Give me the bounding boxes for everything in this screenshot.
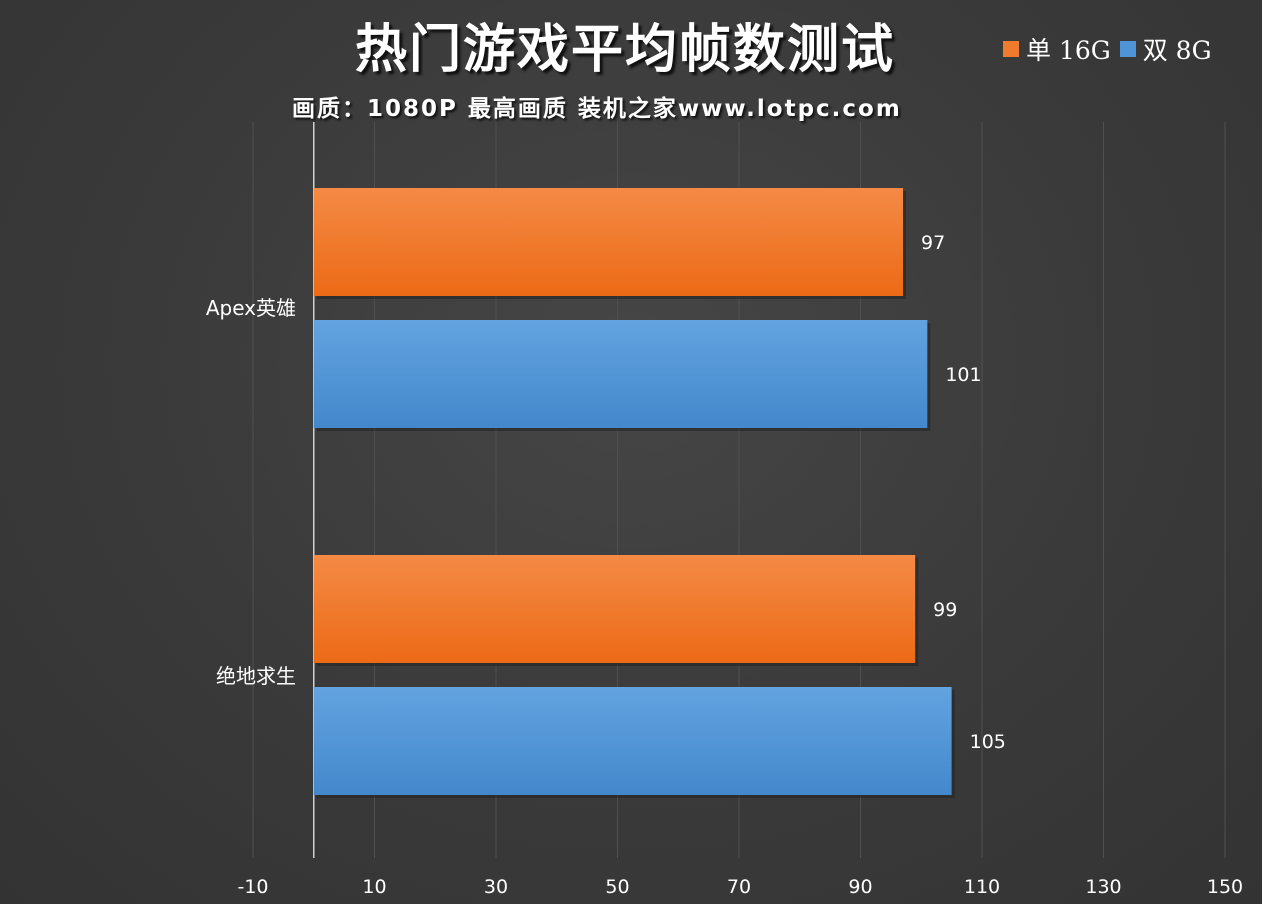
bar-apex-dual-8g [313,320,928,428]
labels: -10 10 30 50 70 90 110 130 150 97 101 Apex英雄 99 105 绝地… [206,232,1243,898]
x-tick-label: 110 [964,876,1000,898]
x-tick-label: 10 [362,876,386,898]
chart-title: 热门游戏平均帧数测试 [355,20,896,80]
legend-swatch-dual-8g [1119,41,1136,57]
bars [313,188,955,798]
category-label-apex: Apex英雄 [206,296,296,320]
x-tick-label: 130 [1085,876,1121,898]
legend-item-single-16g: 单 16G [1003,31,1111,67]
x-tick-label: 150 [1207,876,1243,898]
legend-label-single-16g: 单 16G [1026,36,1111,65]
x-tick-label: 50 [605,876,629,898]
x-tick-label: -10 [237,876,268,898]
x-tick-label: 90 [848,876,872,898]
bar-pubg-single-16g [313,555,916,663]
legend-label-dual-8g: 双 8G [1142,36,1212,65]
data-label-pubg-dual-8g: 105 [970,731,1006,753]
data-label-apex-single-16g: 97 [921,232,945,254]
x-tick-label: 70 [727,876,751,898]
legend-swatch-single-16g [1003,41,1019,57]
bar-pubg-dual-8g [313,687,952,795]
bar-apex-single-16g [313,188,904,296]
data-label-pubg-single-16g: 99 [933,599,957,621]
category-label-pubg: 绝地求生 [216,664,296,688]
legend-item-dual-8g: 双 8G [1119,31,1212,67]
data-label-apex-dual-8g: 101 [945,364,981,386]
chart-subtitle: 画质：1080P 最高画质 装机之家www.lotpc.com [292,96,902,122]
chart-legend: 单 16G 双 8G [1003,32,1221,66]
x-tick-label: 30 [484,876,508,898]
